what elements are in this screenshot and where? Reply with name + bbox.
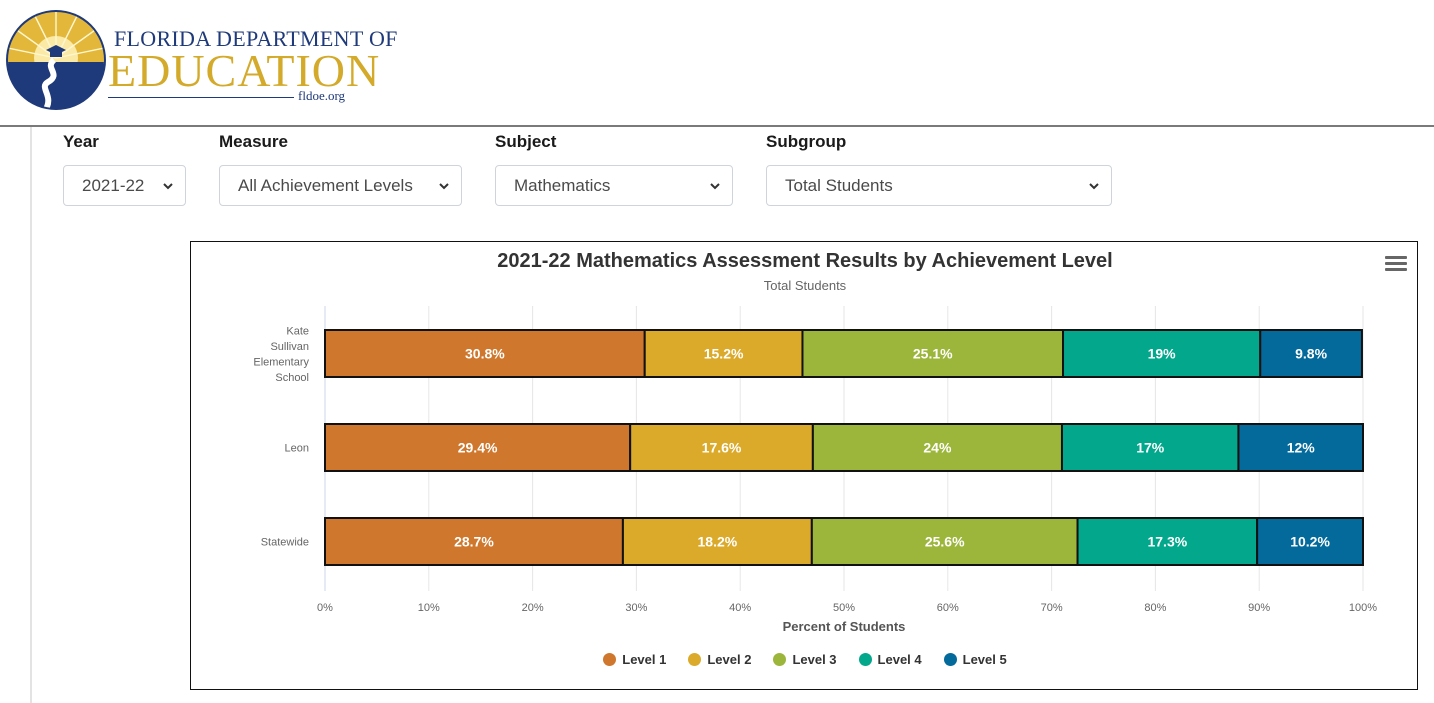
category-label: Kate	[286, 325, 309, 337]
year-select[interactable]: 2021-22	[63, 165, 186, 206]
legend-marker-icon	[688, 653, 702, 666]
data-label: 17.3%	[1147, 534, 1187, 550]
data-label: 9.8%	[1295, 346, 1327, 362]
filter-year: Year 2021-22	[63, 131, 186, 206]
stacked-bar-chart: 0% 10% 20% 30% 40% 50% 60% 70% 80% 90% 100% Percent…	[253, 306, 1377, 634]
x-tick-label: 50%	[833, 602, 855, 614]
chart-container: 2021-22 Mathematics Assessment Results b…	[190, 241, 1418, 690]
category-label: Elementary	[253, 356, 309, 368]
bar-segment	[1259, 329, 1363, 378]
logo-title: Florida Department of	[114, 26, 398, 51]
bar-segment	[629, 423, 814, 472]
select-value: Total Students	[785, 176, 893, 195]
data-label: 25.6%	[925, 534, 965, 550]
bar-segment	[1062, 329, 1262, 378]
bar-segment	[801, 329, 1065, 378]
filter-label: Measure	[219, 132, 288, 151]
data-label: 29.4%	[458, 440, 498, 456]
chevron-down-icon	[1089, 183, 1099, 190]
filter-measure: Measure All Achievement Levels	[219, 131, 462, 206]
measure-select[interactable]: All Achievement Levels	[219, 165, 462, 206]
data-label: 30.8%	[465, 346, 505, 362]
category-label: School	[275, 372, 309, 384]
chart-title: 2021-22 Mathematics Assessment Results b…	[497, 250, 1113, 272]
legend-label: Level 5	[962, 652, 1007, 667]
fldoe-logo[interactable]: Florida Department of EDUCATION fldoe.or…	[4, 8, 397, 112]
x-tick-label: 30%	[625, 602, 647, 614]
legend-item[interactable]: Level 2	[688, 652, 751, 667]
filter-label: Year	[63, 132, 99, 151]
category-label: Statewide	[261, 537, 309, 549]
header-divider	[0, 125, 1434, 127]
x-tick-label: 60%	[937, 602, 959, 614]
logo-url: fldoe.org	[298, 88, 346, 103]
select-value: All Achievement Levels	[238, 176, 413, 195]
x-tick-label: 0%	[317, 602, 333, 614]
chevron-down-icon	[439, 183, 449, 190]
data-label: 17%	[1136, 440, 1165, 456]
data-label: 17.6%	[702, 440, 742, 456]
hamburger-menu-icon	[1385, 256, 1407, 271]
chevron-down-icon	[163, 183, 173, 190]
bar-segment	[1237, 423, 1364, 472]
data-label: 25.1%	[913, 346, 953, 362]
chevron-down-icon	[710, 183, 720, 190]
logo-divider	[108, 97, 294, 98]
data-label: 19%	[1148, 346, 1177, 362]
x-tick-label: 40%	[729, 602, 751, 614]
legend-label: Level 4	[877, 652, 922, 667]
sidebar-divider	[30, 127, 32, 703]
chart-subtitle: Total Students	[763, 278, 847, 293]
select-value: 2021-22	[82, 176, 145, 195]
chart-legend: Level 1 Level 2 Level 3 Level 4 Level 5	[191, 652, 1419, 667]
chart-menu-button[interactable]	[1385, 256, 1407, 274]
x-tick-label: 70%	[1041, 602, 1063, 614]
category-label: Leon	[285, 443, 309, 455]
legend-marker-icon	[943, 653, 957, 666]
legend-item[interactable]: Level 3	[773, 652, 837, 667]
fldoe-emblem-icon	[6, 10, 106, 110]
x-tick-label: 90%	[1248, 602, 1270, 614]
x-tick-label: 80%	[1144, 602, 1166, 614]
filter-subgroup: Subgroup Total Students	[766, 131, 1112, 206]
filter-subject: Subject Mathematics	[495, 131, 733, 206]
data-label: 12%	[1287, 440, 1316, 456]
x-tick-label: 10%	[418, 602, 440, 614]
select-value: Mathematics	[514, 176, 611, 195]
bar-segment	[324, 329, 646, 378]
legend-item[interactable]: Level 5	[943, 652, 1007, 667]
x-axis-title: Percent of Students	[783, 619, 906, 634]
bar-segment	[643, 329, 804, 378]
subject-select[interactable]: Mathematics	[495, 165, 733, 206]
data-label: 15.2%	[704, 346, 744, 362]
filter-label: Subgroup	[766, 132, 847, 151]
bar-segment	[324, 423, 632, 472]
data-label: 10.2%	[1290, 534, 1330, 550]
legend-marker-icon	[603, 653, 617, 666]
bar-segment	[324, 517, 624, 566]
data-label: 24%	[923, 440, 952, 456]
x-tick-label: 20%	[522, 602, 544, 614]
subgroup-select[interactable]: Total Students	[766, 165, 1112, 206]
legend-item[interactable]: Level 1	[603, 652, 666, 667]
legend-label: Level 3	[792, 652, 837, 667]
category-label: Sullivan	[270, 341, 309, 353]
legend-label: Level 1	[622, 652, 667, 667]
legend-item[interactable]: Level 4	[858, 652, 922, 667]
logo-education: EDUCATION	[108, 45, 381, 96]
legend-marker-icon	[773, 653, 787, 666]
data-label: 18.2%	[698, 534, 738, 550]
bar-segment	[1256, 517, 1365, 566]
legend-marker-icon	[858, 653, 872, 666]
legend-label: Level 2	[707, 652, 752, 667]
data-label: 28.7%	[454, 534, 494, 550]
x-tick-label: 100%	[1349, 602, 1377, 614]
filter-label: Subject	[495, 132, 557, 151]
